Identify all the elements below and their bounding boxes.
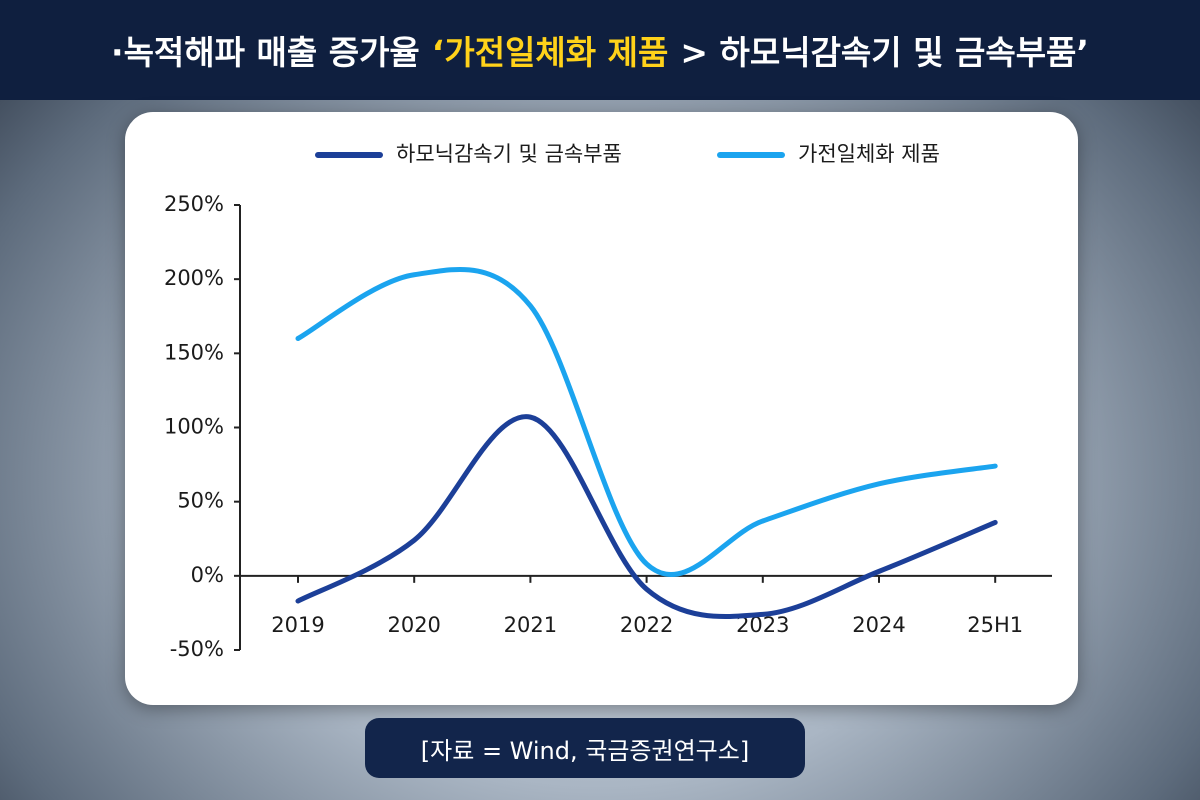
legend-label: 가전일체화 제품 (798, 142, 940, 166)
y-tick-label: 50% (177, 489, 224, 513)
x-tick-label: 2019 (271, 613, 324, 637)
series-line (295, 266, 998, 578)
x-tick-label: 2022 (620, 613, 673, 637)
title-suffix: > 하모닉감속기 및 금속부품’ (680, 33, 1089, 72)
header: ·녹적해파 매출 증가율 ‘가전일체화 제품 > 하모닉감속기 및 금속부품’ (0, 0, 1200, 100)
y-tick-label: -50% (170, 637, 224, 661)
y-tick-label: 150% (164, 340, 224, 364)
y-tick-label: 250% (164, 192, 224, 216)
series-line (295, 414, 998, 619)
chart-panel (125, 112, 1078, 705)
y-tick-label: 0% (191, 563, 224, 587)
x-tick-label: 2020 (387, 613, 440, 637)
x-tick-label: 25H1 (967, 613, 1023, 637)
x-tick-label: 2021 (504, 613, 557, 637)
title-prefix: ·녹적해파 매출 증가율 (111, 33, 420, 72)
legend-label: 하모닉감속기 및 금속부품 (396, 142, 622, 166)
x-tick-label: 2024 (852, 613, 905, 637)
y-tick-label: 200% (164, 266, 224, 290)
title-highlight: ‘가전일체화 제품 (431, 33, 669, 72)
y-tick-label: 100% (164, 415, 224, 439)
source: [자료 = Wind, 국금증권연구소] (365, 718, 805, 778)
